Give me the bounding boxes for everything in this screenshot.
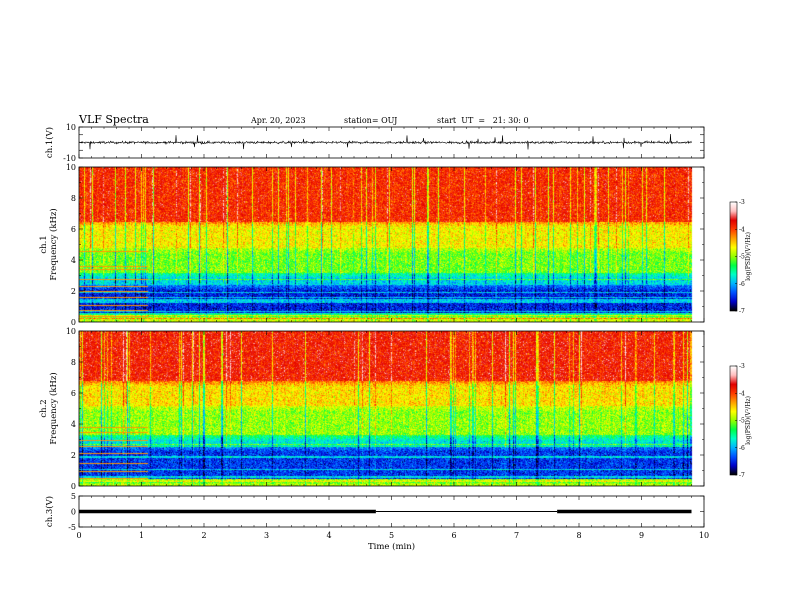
ch3-y-axis-label: ch.3(V)	[44, 496, 55, 527]
ch1-y-tick-label: 10	[66, 123, 76, 132]
header-station: station= OUJ	[344, 116, 397, 125]
ch1-colorbar-axes: -3 -4 -5 -6 -7	[729, 199, 745, 315]
ch3-y-tick-label: -5	[68, 523, 76, 532]
ch1-waveform-panel: 10 -10 ch.1(V)	[44, 123, 705, 163]
ch2-spectrogram-y-tick-label: 10	[66, 327, 76, 336]
ch2-frequency-axis-label: Frequency (kHz)	[48, 372, 59, 444]
ch3-axes: 50-50 1 2 3 4 5 6 7 8 9 10	[68, 492, 709, 540]
ch2-spectrogram-colorbar-tick-label: -3	[739, 363, 745, 370]
ch3-signal-panel: 50-50 1 2 3 4 5 6 7 8 9 10 ch.3(V) Time (min)	[44, 492, 709, 552]
ch2-colorbar-axes: -3 -4 -5 -6 -7	[729, 363, 745, 479]
ch1-y-axis-label: ch.1(V)	[44, 127, 55, 158]
ch3-y-tick-label: 5	[71, 492, 76, 501]
ch2-spectrogram-y-tick-label: 8	[71, 358, 76, 367]
time-tick-label: 9	[639, 531, 644, 540]
ch1-label: ch.1	[39, 235, 49, 253]
ch2-spectrogram-colorbar-tick-label: -7	[739, 472, 745, 479]
ch2-spectrogram-axes: 0 2 4 6 8 10	[66, 327, 705, 491]
time-tick-label: 2	[201, 531, 206, 540]
ch2-spectrogram-y-tick-label: 0	[71, 482, 76, 491]
ch2-label: ch.2	[39, 399, 49, 417]
ch2-colorbar	[730, 366, 737, 475]
ch1-y-tick-label: -10	[63, 154, 76, 163]
ch1-waveform-trace	[78, 134, 692, 150]
time-tick-label: 10	[699, 531, 709, 540]
ch1-frequency-axis-label: Frequency (kHz)	[48, 208, 59, 280]
ch3-y-tick-label: 0	[71, 508, 76, 517]
time-tick-label: 6	[451, 531, 456, 540]
ch1-spectrogram-image	[79, 167, 704, 322]
ch1-colorbar-label: log(PSD)(V²/Hz)	[745, 232, 752, 281]
ch1-spectrogram-y-tick-label: 4	[71, 256, 76, 265]
ch1-spectrogram-y-tick-label: 10	[66, 163, 76, 172]
ch2-spectrogram-colorbar-tick-label: -5	[739, 418, 745, 425]
figure-title: VLF Spectra	[78, 113, 149, 126]
time-tick-label: 1	[139, 531, 144, 540]
time-tick-label: 3	[264, 531, 269, 540]
ch2-spectrogram-y-tick-label: 4	[71, 420, 76, 429]
header-date: Apr. 20, 2023	[250, 116, 306, 125]
ch2-spectrogram-image	[79, 331, 704, 486]
ch1-spectrogram-y-tick-label: 6	[71, 225, 76, 234]
ch1-axes: 10 -10	[63, 123, 705, 163]
time-axis-label: Time (min)	[368, 541, 415, 552]
ch2-spectrogram-colorbar-tick-label: -4	[739, 390, 745, 397]
ch2-colorbar-label: log(PSD)(V²/Hz)	[745, 396, 752, 445]
ch1-spectrogram-colorbar-tick-label: -3	[739, 199, 745, 206]
ch2-spectrogram-y-tick-label: 2	[71, 451, 76, 460]
ch1-spectrogram-y-tick-label: 0	[71, 318, 76, 327]
ch1-spectrogram-colorbar-tick-label: -4	[739, 226, 745, 233]
header-start-time: start UT = 21: 30: 0	[437, 116, 529, 125]
ch1-spectrogram-colorbar-tick-label: -5	[739, 254, 745, 261]
ch1-spectrogram-colorbar-tick-label: -6	[739, 281, 745, 288]
ch1-spectrogram-y-tick-label: 8	[71, 194, 76, 203]
ch2-spectrogram-colorbar-tick-label: -6	[739, 445, 745, 452]
ch1-spectrogram-axes: 0 2 4 6 8 10	[66, 163, 705, 327]
ch1-colorbar	[730, 202, 737, 311]
ch2-spectrogram-y-tick-label: 6	[71, 389, 76, 398]
time-tick-label: 8	[576, 531, 581, 540]
time-tick-label: 4	[326, 531, 331, 540]
ch1-spectrogram-colorbar-tick-label: -7	[739, 308, 745, 315]
ch1-spectrogram-y-tick-label: 2	[71, 287, 76, 296]
time-tick-label: 5	[389, 531, 394, 540]
time-tick-label: 7	[514, 531, 519, 540]
time-tick-label: 0	[76, 531, 81, 540]
